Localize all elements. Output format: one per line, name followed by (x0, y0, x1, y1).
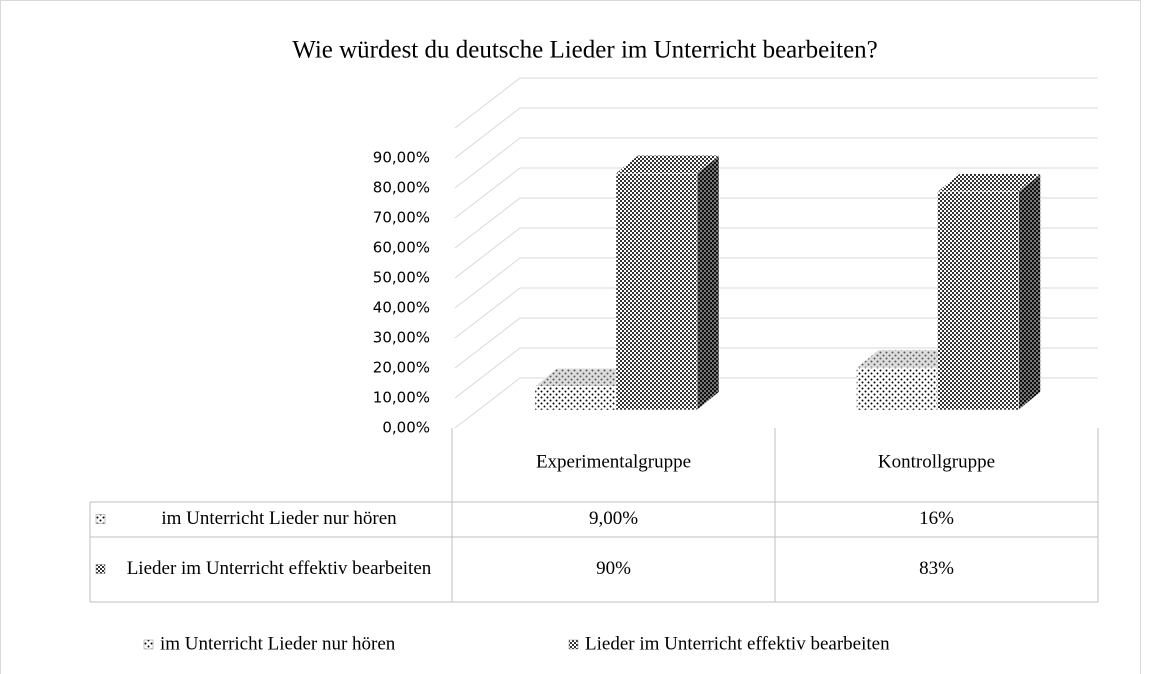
grid-line (454, 317, 1098, 369)
data-label: 83% (919, 558, 954, 579)
y-tick-label: 70,00% (373, 209, 430, 227)
x-tick-label: Kontrollgruppe (878, 451, 995, 472)
grid-line (454, 137, 1098, 189)
y-tick-label: 20,00% (373, 359, 430, 377)
y-tick-label: 60,00% (373, 239, 430, 257)
grid-line (454, 347, 1098, 399)
y-tick-label: 40,00% (373, 299, 430, 317)
table-row-label: im Unterricht Lieder nur hören (161, 508, 397, 529)
y-tick-label: 50,00% (373, 269, 430, 287)
bar-side (1018, 173, 1041, 411)
bar (937, 191, 1019, 411)
bar-side (696, 154, 720, 411)
grid-line (454, 257, 1098, 309)
legend-swatch (95, 514, 106, 524)
grid-line (454, 167, 1098, 219)
legend-label: im Unterricht Lieder nur hören (160, 633, 396, 654)
bar (534, 386, 617, 411)
grid-line (454, 227, 1098, 279)
bar (856, 367, 938, 411)
grid-line (454, 107, 1098, 159)
y-tick-label: 30,00% (373, 329, 430, 347)
y-tick-label: 0,00% (382, 419, 430, 437)
legend-swatch (95, 564, 106, 574)
chart-title: Wie würdest du deutsche Lieder im Unterr… (292, 37, 878, 64)
grid-line (454, 197, 1098, 249)
bar (615, 173, 698, 411)
data-label: 16% (919, 508, 954, 529)
table-row-label: Lieder im Unterricht effektiv bearbeiten (127, 558, 432, 579)
grid-line (454, 77, 1098, 129)
grid-line (454, 287, 1098, 339)
y-tick-label: 10,00% (373, 389, 430, 407)
x-tick-label: Experimentalgruppe (536, 451, 691, 472)
data-label: 9,00% (589, 508, 638, 529)
legend-swatch (143, 639, 154, 650)
y-tick-label: 80,00% (373, 179, 430, 197)
data-label: 90% (596, 558, 631, 579)
y-tick-label: 90,00% (373, 149, 430, 167)
legend-swatch (568, 639, 579, 650)
legend-label: Lieder im Unterricht effektiv bearbeiten (585, 633, 890, 654)
